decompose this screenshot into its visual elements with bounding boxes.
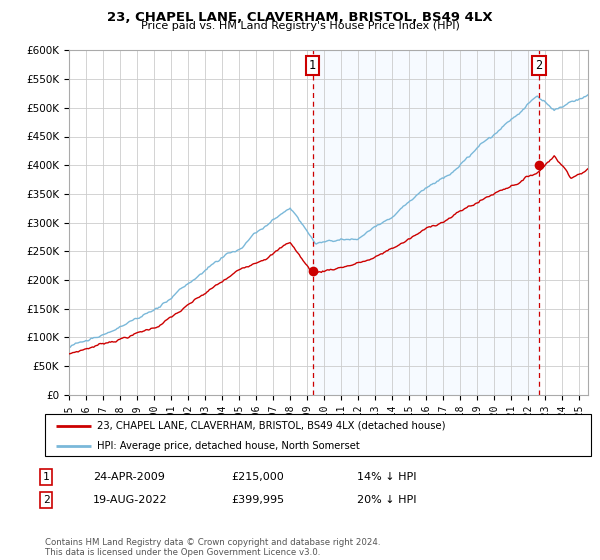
Text: 14% ↓ HPI: 14% ↓ HPI <box>357 472 416 482</box>
Text: 1: 1 <box>43 472 50 482</box>
Text: 23, CHAPEL LANE, CLAVERHAM, BRISTOL, BS49 4LX (detached house): 23, CHAPEL LANE, CLAVERHAM, BRISTOL, BS4… <box>97 421 445 431</box>
FancyBboxPatch shape <box>45 414 591 456</box>
Text: £399,995: £399,995 <box>231 495 284 505</box>
Text: 1: 1 <box>309 59 316 72</box>
Text: 23, CHAPEL LANE, CLAVERHAM, BRISTOL, BS49 4LX: 23, CHAPEL LANE, CLAVERHAM, BRISTOL, BS4… <box>107 11 493 24</box>
Text: £215,000: £215,000 <box>231 472 284 482</box>
Text: Price paid vs. HM Land Registry's House Price Index (HPI): Price paid vs. HM Land Registry's House … <box>140 21 460 31</box>
Text: 20% ↓ HPI: 20% ↓ HPI <box>357 495 416 505</box>
Text: HPI: Average price, detached house, North Somerset: HPI: Average price, detached house, Nort… <box>97 441 359 451</box>
Text: 2: 2 <box>536 59 543 72</box>
Bar <box>313 50 539 395</box>
Text: 2: 2 <box>43 495 50 505</box>
Text: 24-APR-2009: 24-APR-2009 <box>93 472 165 482</box>
Text: 19-AUG-2022: 19-AUG-2022 <box>93 495 167 505</box>
Text: Contains HM Land Registry data © Crown copyright and database right 2024.
This d: Contains HM Land Registry data © Crown c… <box>45 538 380 557</box>
